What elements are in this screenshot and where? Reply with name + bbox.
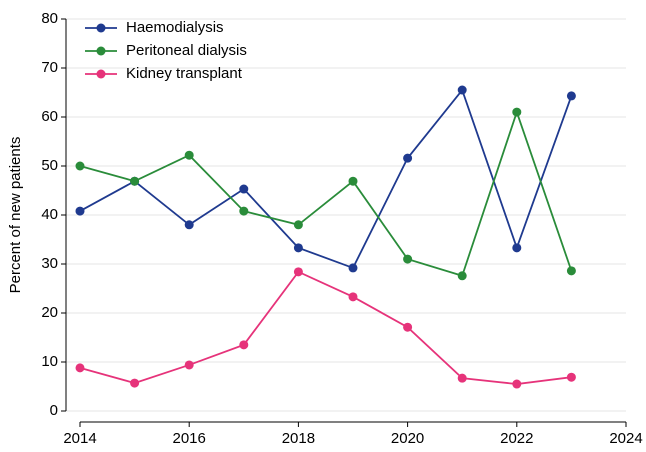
point: [184, 220, 194, 230]
point: [348, 292, 358, 302]
legend-swatch: [96, 46, 106, 56]
y-tick-label: 10: [41, 353, 58, 370]
y-axis-label: Percent of new patients: [7, 137, 24, 294]
point: [130, 378, 140, 388]
y-tick-label: 70: [41, 59, 58, 76]
point: [512, 379, 522, 389]
point: [348, 176, 358, 186]
point: [403, 254, 413, 264]
legend-swatch: [96, 69, 106, 79]
x-tick-label: 2020: [391, 430, 424, 447]
y-tick-label: 20: [41, 304, 58, 321]
x-tick-label: 2024: [609, 430, 642, 447]
x-tick-label: 2018: [282, 430, 315, 447]
point: [457, 373, 467, 383]
point: [239, 206, 249, 216]
point: [184, 150, 194, 160]
point: [130, 176, 140, 186]
y-tick-label: 60: [41, 108, 58, 125]
point: [566, 91, 576, 101]
series-line: [79, 109, 573, 277]
x-tick-label: 2014: [63, 430, 96, 447]
point: [512, 107, 522, 117]
point: [457, 85, 467, 95]
point: [75, 161, 85, 171]
point: [293, 243, 303, 253]
y-tick-label: 0: [50, 402, 58, 419]
point: [75, 363, 85, 373]
legend-label: Haemodialysis: [126, 19, 224, 36]
point: [566, 372, 576, 382]
y-tick-label: 80: [41, 10, 58, 27]
point: [184, 360, 194, 370]
point: [457, 271, 467, 281]
series-line: [79, 88, 573, 270]
y-tick-label: 30: [41, 255, 58, 272]
legend-label: Peritoneal dialysis: [126, 42, 247, 59]
point: [239, 340, 249, 350]
point: [293, 267, 303, 277]
point: [348, 263, 358, 273]
point: [239, 184, 249, 194]
point: [403, 322, 413, 332]
point: [512, 243, 522, 253]
y-tick-label: 50: [41, 157, 58, 174]
series-line: [79, 270, 572, 385]
legend-swatch: [96, 23, 106, 33]
point: [403, 153, 413, 163]
legend-label: Kidney transplant: [126, 65, 243, 82]
y-tick-label: 40: [41, 206, 58, 223]
point: [293, 220, 303, 230]
point: [75, 206, 85, 216]
x-tick-label: 2022: [500, 430, 533, 447]
point: [566, 266, 576, 276]
x-tick-label: 2016: [173, 430, 206, 447]
